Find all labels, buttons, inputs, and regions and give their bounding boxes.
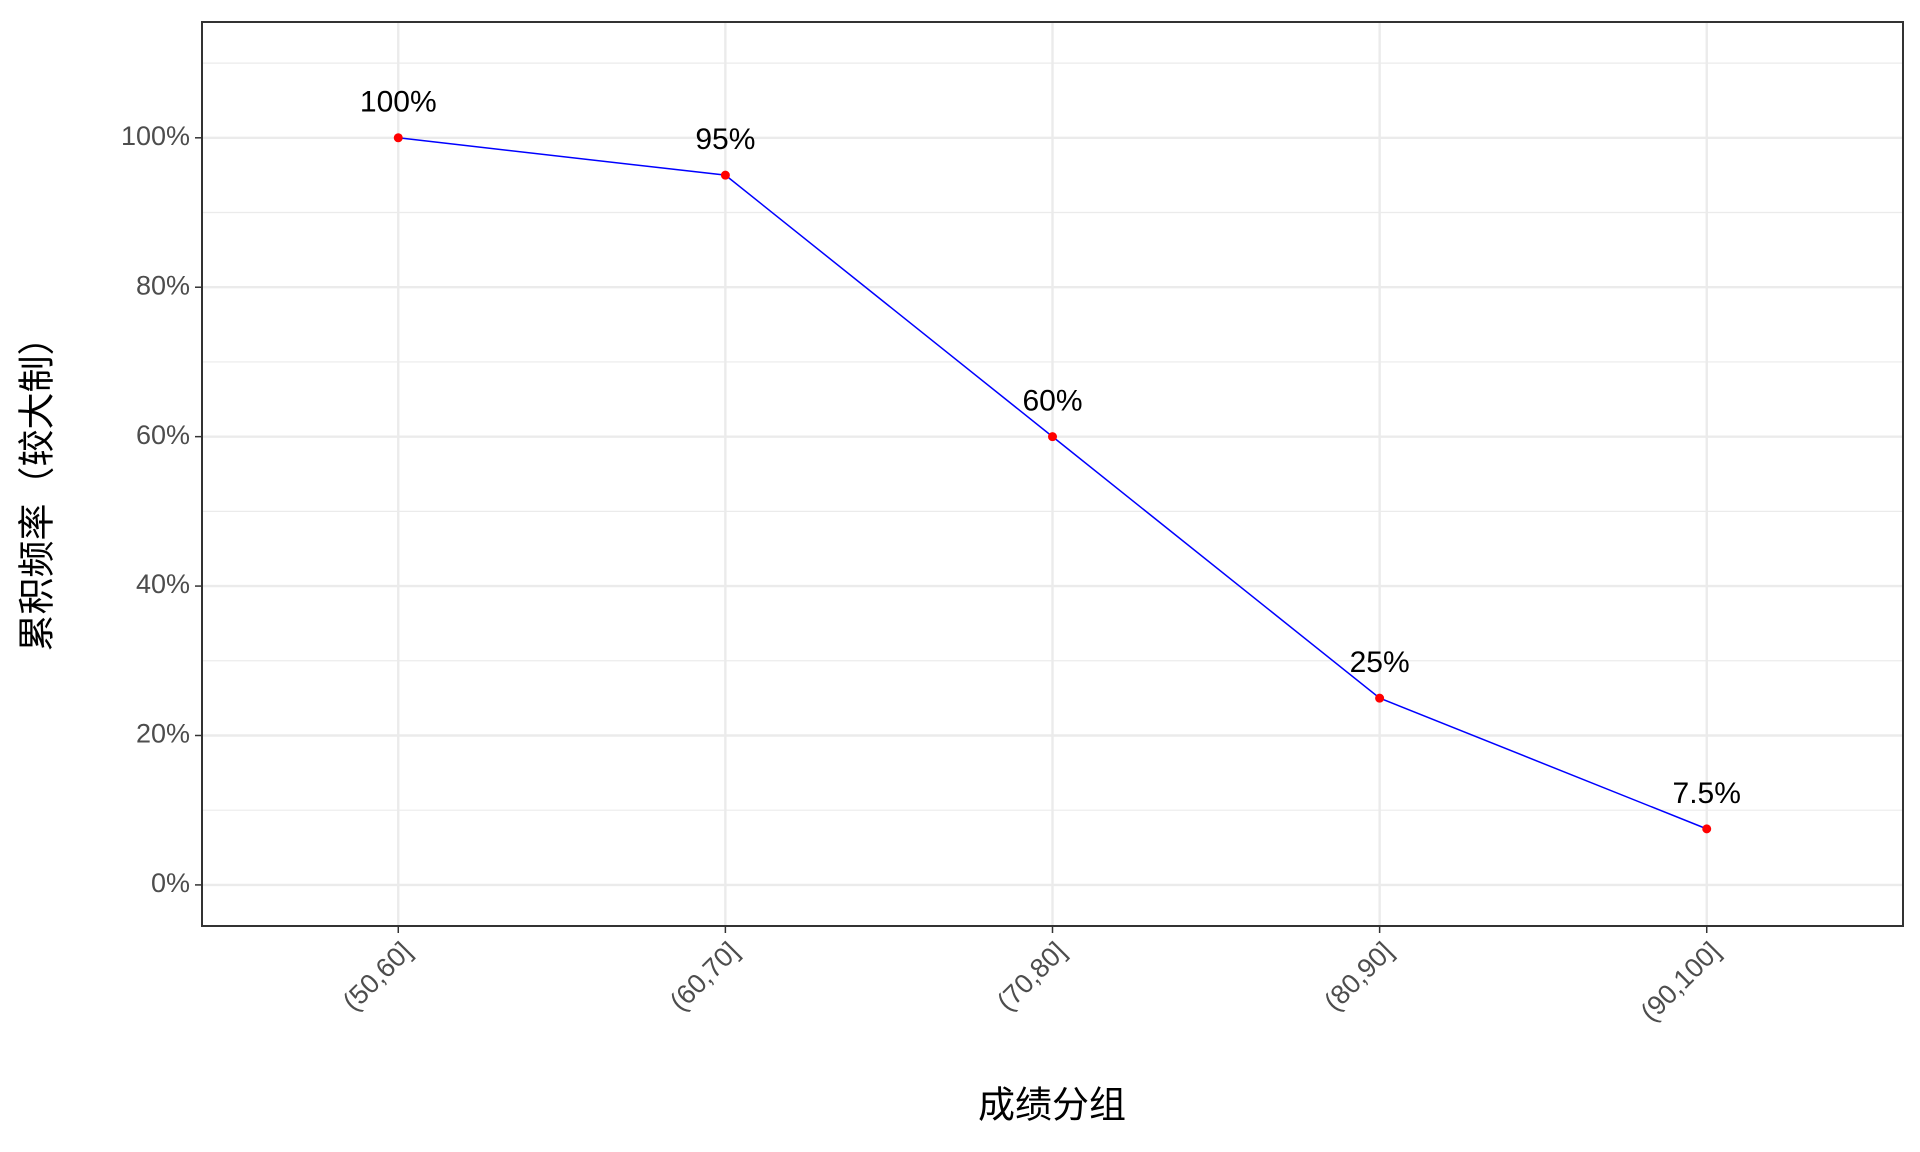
y-tick-label: 80% <box>136 270 190 300</box>
x-tick-label: (70,80] <box>991 936 1072 1017</box>
y-tick-label: 40% <box>136 569 190 599</box>
point <box>1375 693 1385 703</box>
data-label: 60% <box>1022 385 1082 418</box>
data-label: 95% <box>695 123 755 156</box>
y-tick-label: 100% <box>121 121 190 151</box>
y-tick-label: 0% <box>151 868 190 898</box>
point <box>1702 824 1712 834</box>
x-tick-label: (80,90] <box>1318 936 1399 1017</box>
x-tick-label: (60,70] <box>664 936 745 1017</box>
data-label: 100% <box>360 86 437 119</box>
x-axis-title: 成绩分组 <box>978 1084 1126 1127</box>
data-label: 7.5% <box>1673 777 1741 810</box>
point <box>720 170 730 180</box>
y-tick-label: 20% <box>136 719 190 749</box>
panel-border <box>201 21 1904 927</box>
data-label: 25% <box>1350 646 1410 679</box>
point <box>1048 432 1057 442</box>
x-tick-label: (50,60] <box>337 936 418 1017</box>
y-axis-title: 累积频率（较大制） <box>16 319 59 652</box>
point <box>393 133 403 143</box>
x-tick-label: (90,100] <box>1635 936 1726 1027</box>
y-tick-label: 60% <box>136 420 190 450</box>
